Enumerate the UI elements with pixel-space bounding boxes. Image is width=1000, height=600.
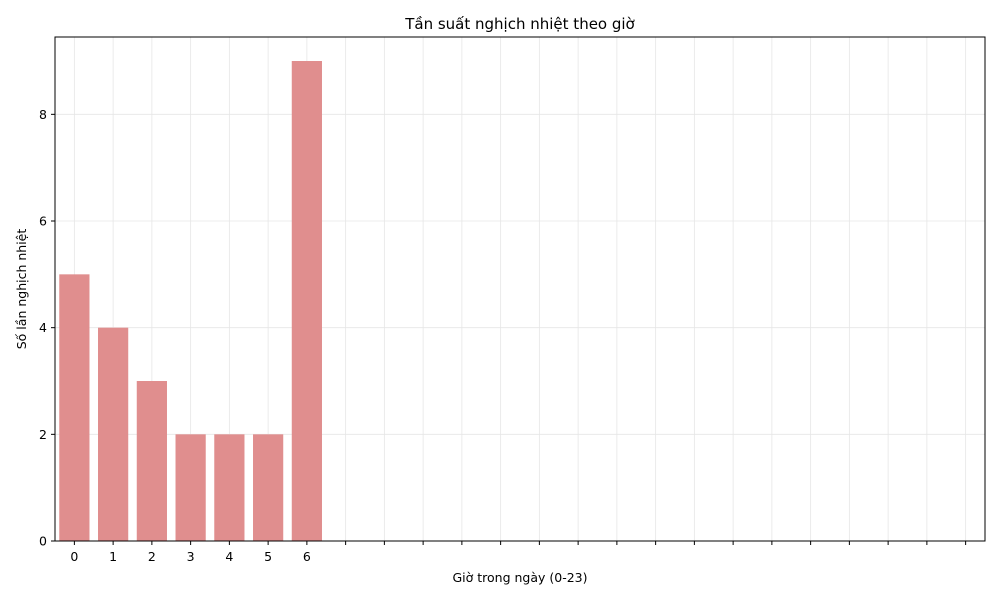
plot-frame — [54, 36, 986, 542]
bar — [136, 381, 167, 541]
bar — [291, 61, 322, 541]
chart-title: Tần suất nghịch nhiệt theo giờ — [404, 15, 635, 33]
x-tick-label: 5 — [264, 549, 272, 564]
y-tick-label: 6 — [39, 214, 47, 229]
bar — [98, 327, 129, 541]
axis-ticks: 0 2 4 6 8 0 1 2 3 4 5 6 — [39, 107, 967, 564]
bar — [59, 274, 90, 541]
y-tick-label: 8 — [39, 107, 47, 122]
y-tick-label: 0 — [39, 534, 47, 549]
bars — [59, 61, 322, 541]
bar — [214, 434, 245, 541]
x-tick-label: 4 — [225, 549, 233, 564]
bar — [175, 434, 206, 541]
x-tick-label: 6 — [303, 549, 311, 564]
y-tick-label: 4 — [39, 320, 47, 335]
bar — [253, 434, 284, 541]
grid-lines — [55, 37, 985, 541]
x-tick-label: 1 — [109, 549, 117, 564]
y-tick-label: 2 — [39, 427, 47, 442]
x-tick-label: 0 — [70, 549, 78, 564]
x-tick-label: 2 — [148, 549, 156, 564]
y-axis-label: Số lần nghịch nhiệt — [14, 229, 29, 350]
x-axis-label: Giờ trong ngày (0-23) — [452, 570, 587, 585]
x-tick-label: 3 — [187, 549, 195, 564]
